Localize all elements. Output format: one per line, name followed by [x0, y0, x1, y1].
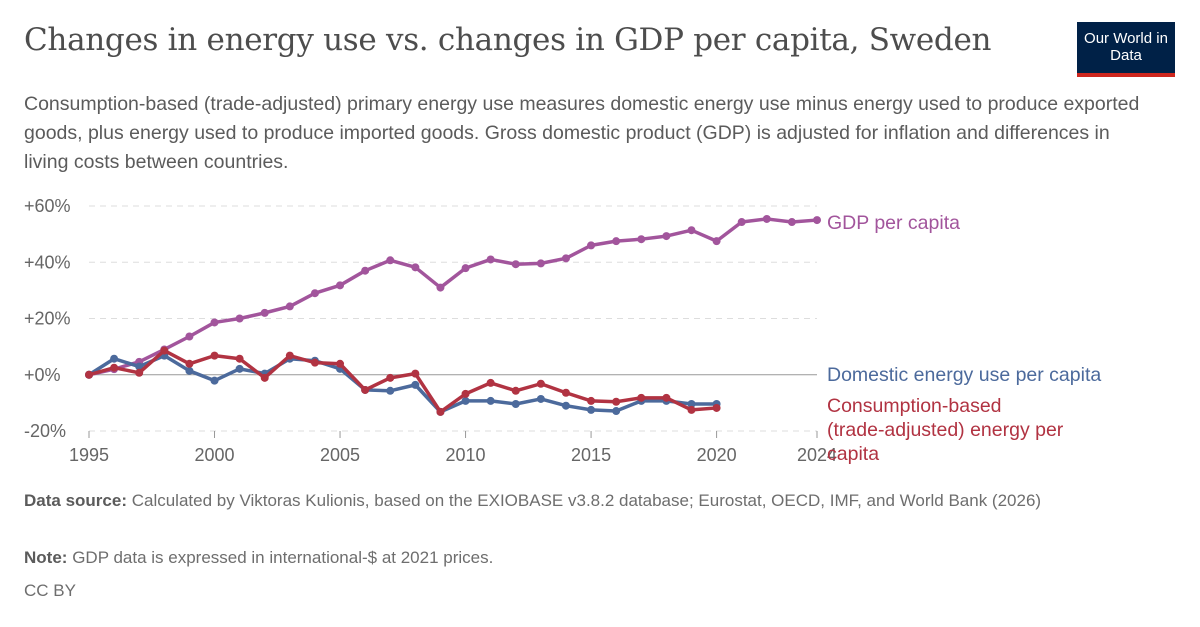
data-point — [135, 368, 144, 377]
data-point — [235, 354, 244, 363]
data-point — [612, 407, 621, 416]
series-label: Consumption-based (trade-adjusted) energy… — [827, 395, 1064, 465]
y-tick-label: -20% — [24, 421, 66, 441]
data-point — [486, 255, 495, 264]
source-label: Data source: — [24, 491, 127, 510]
data-point — [461, 389, 470, 398]
x-tick-label: 2020 — [697, 445, 737, 465]
subtitle: Consumption-based (trade-adjusted) prima… — [24, 93, 1140, 173]
data-point — [561, 254, 570, 263]
data-point — [411, 369, 420, 378]
data-point — [561, 388, 570, 397]
data-point — [85, 370, 93, 379]
data-point — [612, 397, 621, 406]
data-point — [662, 393, 671, 402]
x-tick-label: 2000 — [194, 445, 234, 465]
series-line — [88, 348, 717, 414]
data-point — [762, 214, 771, 223]
data-point — [260, 373, 269, 382]
data-point — [110, 354, 119, 363]
x-tick-label: 2010 — [446, 445, 486, 465]
y-tick-label: +20% — [24, 309, 71, 329]
page-title: Changes in energy use vs. changes in GDP… — [24, 22, 992, 58]
data-point — [787, 218, 796, 227]
data-point — [662, 232, 671, 241]
data-point — [310, 289, 319, 298]
data-point — [436, 407, 445, 416]
data-point — [486, 378, 495, 387]
data-point — [285, 351, 294, 360]
data-point — [587, 241, 596, 250]
x-tick-label: 2015 — [571, 445, 611, 465]
data-point — [587, 396, 596, 405]
data-point — [461, 396, 470, 405]
data-point — [336, 359, 345, 368]
data-point — [411, 380, 420, 389]
data-point — [210, 351, 219, 360]
note: Note: GDP data is expressed in internati… — [24, 546, 1144, 570]
data-point — [511, 400, 520, 408]
data-point — [712, 237, 721, 246]
y-tick-label: +0% — [24, 365, 61, 385]
data-point — [536, 259, 545, 268]
data-point — [336, 281, 345, 290]
logo-bar — [1077, 73, 1175, 77]
data-point — [511, 260, 520, 269]
data-point — [110, 363, 119, 372]
data-point — [210, 318, 219, 327]
series-label: GDP per capita — [827, 212, 960, 234]
data-point — [185, 332, 194, 341]
data-point — [637, 235, 646, 244]
data-point — [561, 401, 570, 410]
note-text: GDP data is expressed in international-$… — [72, 548, 494, 567]
y-tick-label: +40% — [24, 252, 71, 272]
data-point — [436, 283, 445, 292]
data-point — [386, 386, 395, 395]
data-point — [361, 385, 370, 394]
data-point — [210, 376, 219, 385]
series-label: Domestic energy use per capita — [827, 364, 1101, 386]
data-point — [536, 394, 545, 403]
series-line — [88, 353, 717, 414]
data-point — [235, 364, 244, 373]
data-point — [310, 358, 319, 367]
data-point — [687, 400, 696, 408]
data-point — [285, 302, 294, 311]
data-point — [386, 256, 395, 265]
data-point — [486, 396, 495, 405]
data-point — [411, 263, 420, 272]
data-point — [235, 314, 244, 323]
note-label: Note: — [24, 548, 68, 567]
data-point — [687, 405, 696, 414]
series-line — [88, 217, 818, 377]
data-point — [135, 362, 144, 371]
license[interactable]: CC BY — [24, 581, 76, 600]
logo-text: Our World in Data — [1084, 30, 1168, 64]
data-point — [185, 366, 194, 375]
data-point — [386, 373, 395, 382]
y-tick-label: +60% — [24, 196, 71, 216]
data-point — [536, 379, 545, 388]
data-point — [813, 216, 821, 225]
data-point — [260, 308, 269, 317]
data-point — [160, 346, 169, 355]
x-tick-label: 1995 — [69, 445, 109, 465]
x-tick-label: 2005 — [320, 445, 360, 465]
source-text: Calculated by Viktoras Kulionis, based o… — [131, 491, 1042, 510]
data-point — [185, 359, 194, 368]
x-tick-label: 2024 — [797, 445, 837, 465]
data-point — [587, 405, 596, 414]
data-source: Data source: Calculated by Viktoras Kuli… — [24, 489, 1144, 513]
data-point — [461, 264, 470, 273]
data-point — [637, 393, 646, 402]
data-point — [511, 386, 520, 395]
data-point — [361, 266, 370, 275]
owid-logo[interactable]: Our World in Data — [1077, 22, 1175, 77]
data-point — [712, 403, 721, 412]
data-point — [687, 226, 696, 235]
data-point — [612, 237, 621, 246]
data-point — [737, 218, 746, 227]
